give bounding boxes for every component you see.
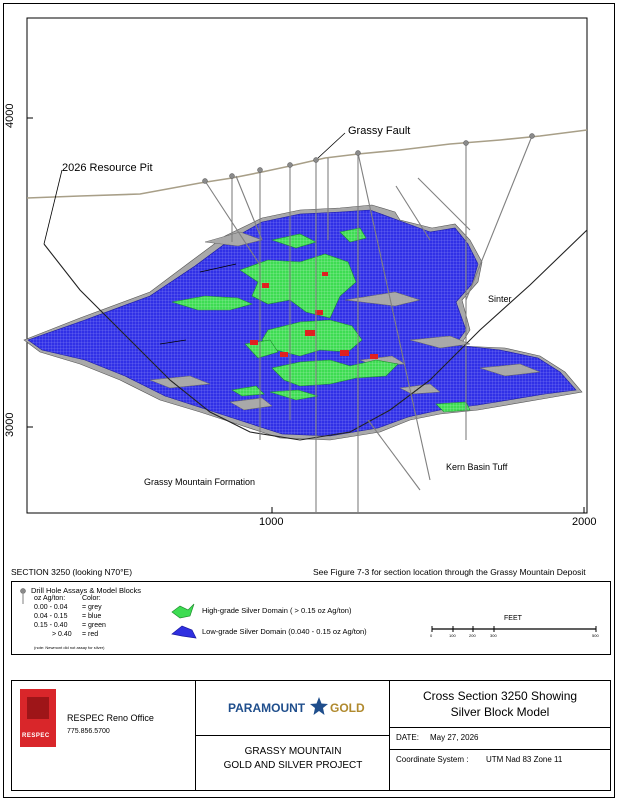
y-tick-label-3000: 3000: [4, 412, 16, 437]
company-phone: 775.856.5700: [67, 728, 110, 735]
legend-color: = green: [82, 622, 106, 629]
scale-tick-label: 200: [469, 633, 476, 638]
collar-markers: [202, 133, 535, 184]
legend-range: 0.04 - 0.15: [34, 613, 68, 620]
title-block: RESPEC RESPEC Reno Office 775.856.5700 P…: [11, 680, 611, 791]
partner-logo-cell: PARAMOUNT GOLD: [196, 681, 390, 736]
scale-tick-label: 500: [592, 633, 599, 638]
respec-logo: RESPEC: [20, 689, 56, 747]
section-caption: SECTION 3250 (looking N70°E): [11, 567, 133, 577]
low-grade-legend-label: Low-grade Silver Domain (0.040 - 0.15 oz…: [202, 627, 367, 636]
legend: Drill Hole Assays & Model Blocks oz Ag/t…: [11, 581, 611, 655]
scale-tick-label: 100: [449, 633, 456, 638]
very-high-grade-blocks: [250, 272, 378, 359]
x-tick-label-2000: 2000: [572, 516, 597, 528]
figure-reference-caption: See Figure 7-3 for section location thro…: [313, 567, 586, 577]
grassy-fault-label: Grassy Fault: [348, 125, 411, 137]
legend-range: > 0.40: [52, 631, 72, 638]
figure-title-line-1: Cross Section 3250 Showing: [422, 689, 578, 703]
project-line-1: GRASSY MOUNTAIN: [244, 746, 342, 757]
legend-range: 0.15 - 0.40: [34, 622, 68, 629]
y-tick-label-4000: 4000: [4, 103, 16, 128]
high-grade-symbol: [171, 603, 195, 619]
scale-bar-label: FEET: [504, 615, 522, 622]
coordinate-value: UTM Nad 83 Zone 11: [486, 755, 563, 764]
legend-color: = red: [82, 631, 99, 638]
kern-basin-label: Kern Basin Tuff: [446, 462, 508, 472]
scale-bar: [431, 626, 597, 632]
cross-section-plot: [23, 17, 588, 514]
company-cell: RESPEC RESPEC Reno Office 775.856.5700: [12, 681, 196, 790]
axis-ticks: [27, 117, 585, 513]
partner-logo-right: GOLD: [330, 701, 365, 715]
high-grade-legend-label: High-grade Silver Domain ( > 0.15 oz Ag/…: [202, 606, 352, 615]
drill-hole-symbol: [20, 588, 26, 594]
legend-color: = grey: [82, 604, 102, 611]
legend-note: (note: Newmont did not assay for silver): [34, 645, 105, 650]
coordinate-label: Coordinate System :: [396, 755, 469, 764]
legend-graphics: [20, 588, 597, 639]
resource-pit-label: 2026 Resource Pit: [62, 162, 153, 174]
low-grade-symbol: [171, 625, 197, 639]
date-value: May 27, 2026: [430, 733, 479, 742]
company-name: RESPEC Reno Office: [67, 713, 154, 723]
project-cell: GRASSY MOUNTAIN GOLD AND SILVER PROJECT: [196, 736, 390, 790]
figure-frame: [3, 3, 615, 798]
plot-frame: [26, 17, 588, 514]
scale-tick-label: 300: [490, 633, 497, 638]
project-line-2: GOLD AND SILVER PROJECT: [223, 760, 363, 771]
topography-line: [26, 129, 588, 199]
legend-col-units: oz Ag/ton:: [34, 595, 66, 602]
figure-title-cell: Cross Section 3250 Showing Silver Block …: [390, 681, 610, 728]
figure-title-line-2: Silver Block Model: [450, 705, 550, 719]
legend-title: Drill Hole Assays & Model Blocks: [31, 586, 142, 595]
drill-holes: [204, 135, 533, 512]
resource-pit-outline: [43, 229, 588, 441]
legend-col-color: Color:: [82, 595, 101, 602]
coordinate-cell: Coordinate System : UTM Nad 83 Zone 11: [390, 750, 610, 772]
partner-logo-left: PARAMOUNT: [228, 701, 306, 715]
scale-tick-label: 0: [430, 633, 433, 638]
star-icon: [310, 697, 328, 715]
respec-logo-text: RESPEC: [22, 733, 50, 739]
date-cell: DATE: May 27, 2026: [390, 728, 610, 750]
sinter-label: Sinter: [488, 294, 512, 304]
legend-color: = blue: [82, 613, 102, 620]
formation-label: Grassy Mountain Formation: [144, 477, 256, 487]
date-label: DATE:: [396, 733, 419, 742]
legend-range: 0.00 - 0.04: [34, 604, 68, 611]
x-tick-label-1000: 1000: [259, 516, 284, 528]
annotation-leaders: [43, 132, 346, 345]
